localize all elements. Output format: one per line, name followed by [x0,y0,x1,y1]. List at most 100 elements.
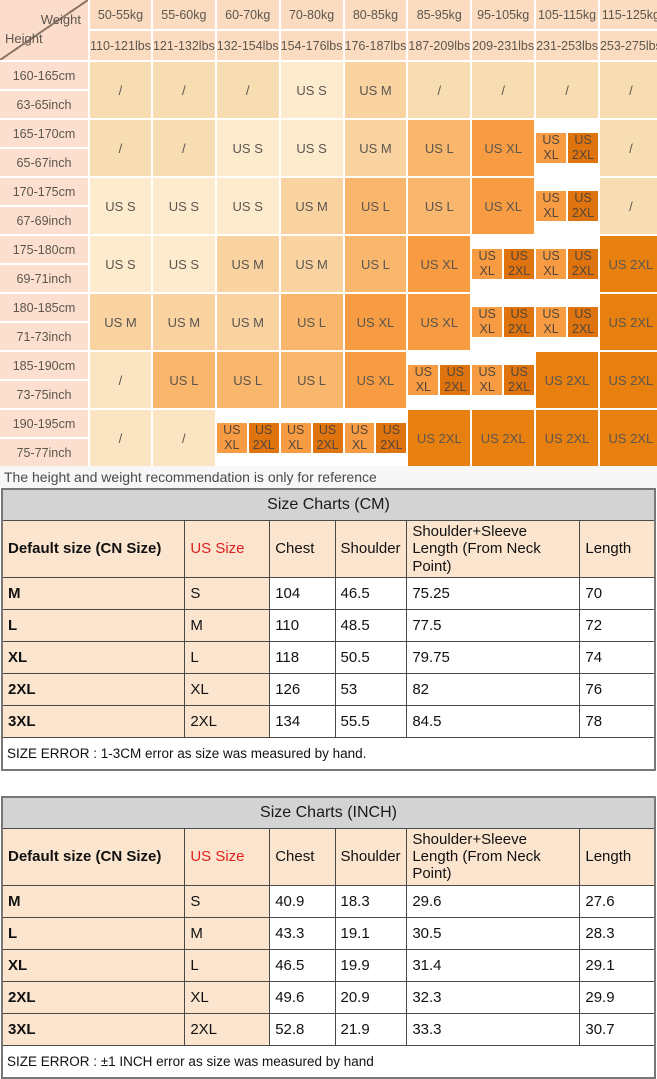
inch-chart-data-cell: 27.6 [579,884,656,918]
cm-chart-data-cell: 70 [579,576,656,610]
height-header-cell: 160-165cm 63-65inch [0,62,88,118]
size-chart-inch-table: Size Charts (INCH) Default size (CN Size)… [1,795,656,1079]
cm-chart-header-cell: Shoulder+Sleeve Length (From Neck Point) [406,520,581,578]
matrix-size-cell: US XL [472,307,503,337]
weight-header-cell: 55-60kg 121-132lbs [152,0,215,60]
inch-chart-data-cell: 40.9 [269,884,336,918]
height-header-cell: 170-175cm 67-69inch [0,178,88,234]
cm-chart-header-cell: Shoulder [334,520,408,578]
matrix-size-cell: US XL [344,294,407,350]
inch-chart-data-cell: 2XL [1,980,186,1014]
inch-chart-data-row: XL L 46.5 19.9 31.4 29.1 [1,948,656,982]
height-inch-label: 71-73inch [0,323,88,350]
matrix-size-cell: US S [280,120,343,176]
matrix-size-cell: / [90,120,151,176]
height-cm-label: 170-175cm [0,178,88,205]
height-cm-label: 175-180cm [0,236,88,263]
height-header-cell: 190-195cm 75-77inch [0,410,88,466]
inch-chart-data-cell: 2XL [184,1012,271,1046]
inch-chart-data-cell: 3XL [1,1012,186,1046]
weight-header-cell: 60-70kg 132-154lbs [216,0,279,60]
matrix-size-cell: US XL [472,249,503,279]
cm-chart-data-cell: 79.75 [406,640,581,674]
matrix-size-cell: / [216,62,279,118]
cm-chart-data-cell: 118 [269,640,336,674]
cm-chart-data-cell: 46.5 [334,576,408,610]
cm-chart-data-cell: L [184,640,271,674]
cm-chart-header-row: Default size (CN Size) US Size Chest Should… [1,520,656,578]
cm-chart-data-cell: 110 [269,608,336,642]
matrix-size-cell: US L [280,294,343,350]
inch-chart-data-cell: 49.6 [269,980,336,1014]
inch-chart-data-row: M S 40.9 18.3 29.6 27.6 [1,884,656,918]
cm-chart-data-cell: 126 [269,672,336,706]
inch-chart-data-cell: L [1,916,186,950]
matrix-size-cell: / [599,62,657,118]
weight-header-cell: 80-85kg 176-187lbs [344,0,407,60]
inch-chart-header-cell: Chest [269,827,336,886]
matrix-size-cell: US XL [408,236,471,292]
matrix-size-cell: US XL [472,120,535,176]
height-inch-label: 63-65inch [0,91,88,118]
weight-header-cell: 70-80kg 154-176lbs [280,0,343,60]
matrix-size-cell: US XL [344,423,375,453]
weight-kg-label: 70-80kg [280,0,343,29]
cm-chart-data-cell: 76 [579,672,656,706]
cm-chart-data-cell: S [184,576,271,610]
weight-kg-label: 95-105kg [472,0,535,29]
matrix-size-cell: US XL [280,423,311,453]
table-gap [0,771,657,796]
matrix-size-cell: US 2XL [599,410,657,466]
matrix-split-cell: US XL US 2XL [536,120,598,176]
matrix-size-cell: / [152,410,215,466]
matrix-size-cell: US XL [408,294,471,350]
height-header-cell: 185-190cm 73-75inch [0,352,88,408]
height-cm-label: 185-190cm [0,352,88,379]
cm-chart-header-cell: Length [579,520,656,578]
weight-lbs-label: 132-154lbs [216,31,279,60]
matrix-size-cell: US M [216,236,279,292]
matrix-size-cell: US M [152,294,215,350]
matrix-size-cell: US 2XL [568,191,598,221]
inch-chart-data-cell: 31.4 [406,948,581,982]
weight-lbs-label: 187-209lbs [408,31,471,60]
inch-chart-data-cell: 33.3 [406,1012,581,1046]
matrix-size-cell: US S [90,178,151,234]
matrix-size-cell: / [90,352,151,408]
weight-kg-label: 80-85kg [344,0,407,29]
cm-chart-data-row: L M 110 48.5 77.5 72 [1,608,656,642]
weight-lbs-label: 209-231lbs [472,31,535,60]
inch-chart-data-cell: L [184,948,271,982]
cm-chart-data-cell: L [1,608,186,642]
inch-chart-data-cell: S [184,884,271,918]
inch-chart-header-cell: Default size (CN Size) [1,827,186,886]
matrix-split-cell: US XL US 2XL [472,352,535,408]
matrix-size-cell: US XL [536,307,567,337]
inch-chart-data-row: 2XL XL 49.6 20.9 32.3 29.9 [1,980,656,1014]
matrix-split-cell: US XL US 2XL [280,410,343,466]
inch-chart-header-cell: Length [579,827,656,886]
inch-chart-data-cell: 19.9 [334,948,408,982]
matrix-size-cell: US S [280,62,343,118]
cm-chart-data-cell: 48.5 [334,608,408,642]
matrix-size-cell: US XL [472,178,535,234]
matrix-size-cell: / [90,410,151,466]
inch-chart-data-cell: XL [184,980,271,1014]
cm-chart-header-cell: Default size (CN Size) [1,520,186,578]
matrix-size-cell: US 2XL [599,294,657,350]
reference-note: The height and weight recommendation is … [0,466,657,488]
weight-header-cell: 50-55kg 110-121lbs [90,0,151,60]
weight-lbs-label: 231-253lbs [536,31,598,60]
height-inch-label: 75-77inch [0,439,88,466]
matrix-split-cell: US XL US 2XL [344,410,407,466]
cm-chart-data-cell: 75.25 [406,576,581,610]
matrix-size-cell: US M [344,120,407,176]
weight-header-cell: 105-115kg 231-253lbs [536,0,598,60]
inch-chart-data-cell: 32.3 [406,980,581,1014]
reference-note-text: The height and weight recommendation is … [4,469,377,485]
matrix-size-cell: US S [152,178,215,234]
matrix-split-cell: US XL US 2XL [472,236,535,292]
weight-lbs-label: 253-275lbs [599,31,657,60]
height-cm-label: 160-165cm [0,62,88,89]
matrix-size-cell: US 2XL [472,410,535,466]
